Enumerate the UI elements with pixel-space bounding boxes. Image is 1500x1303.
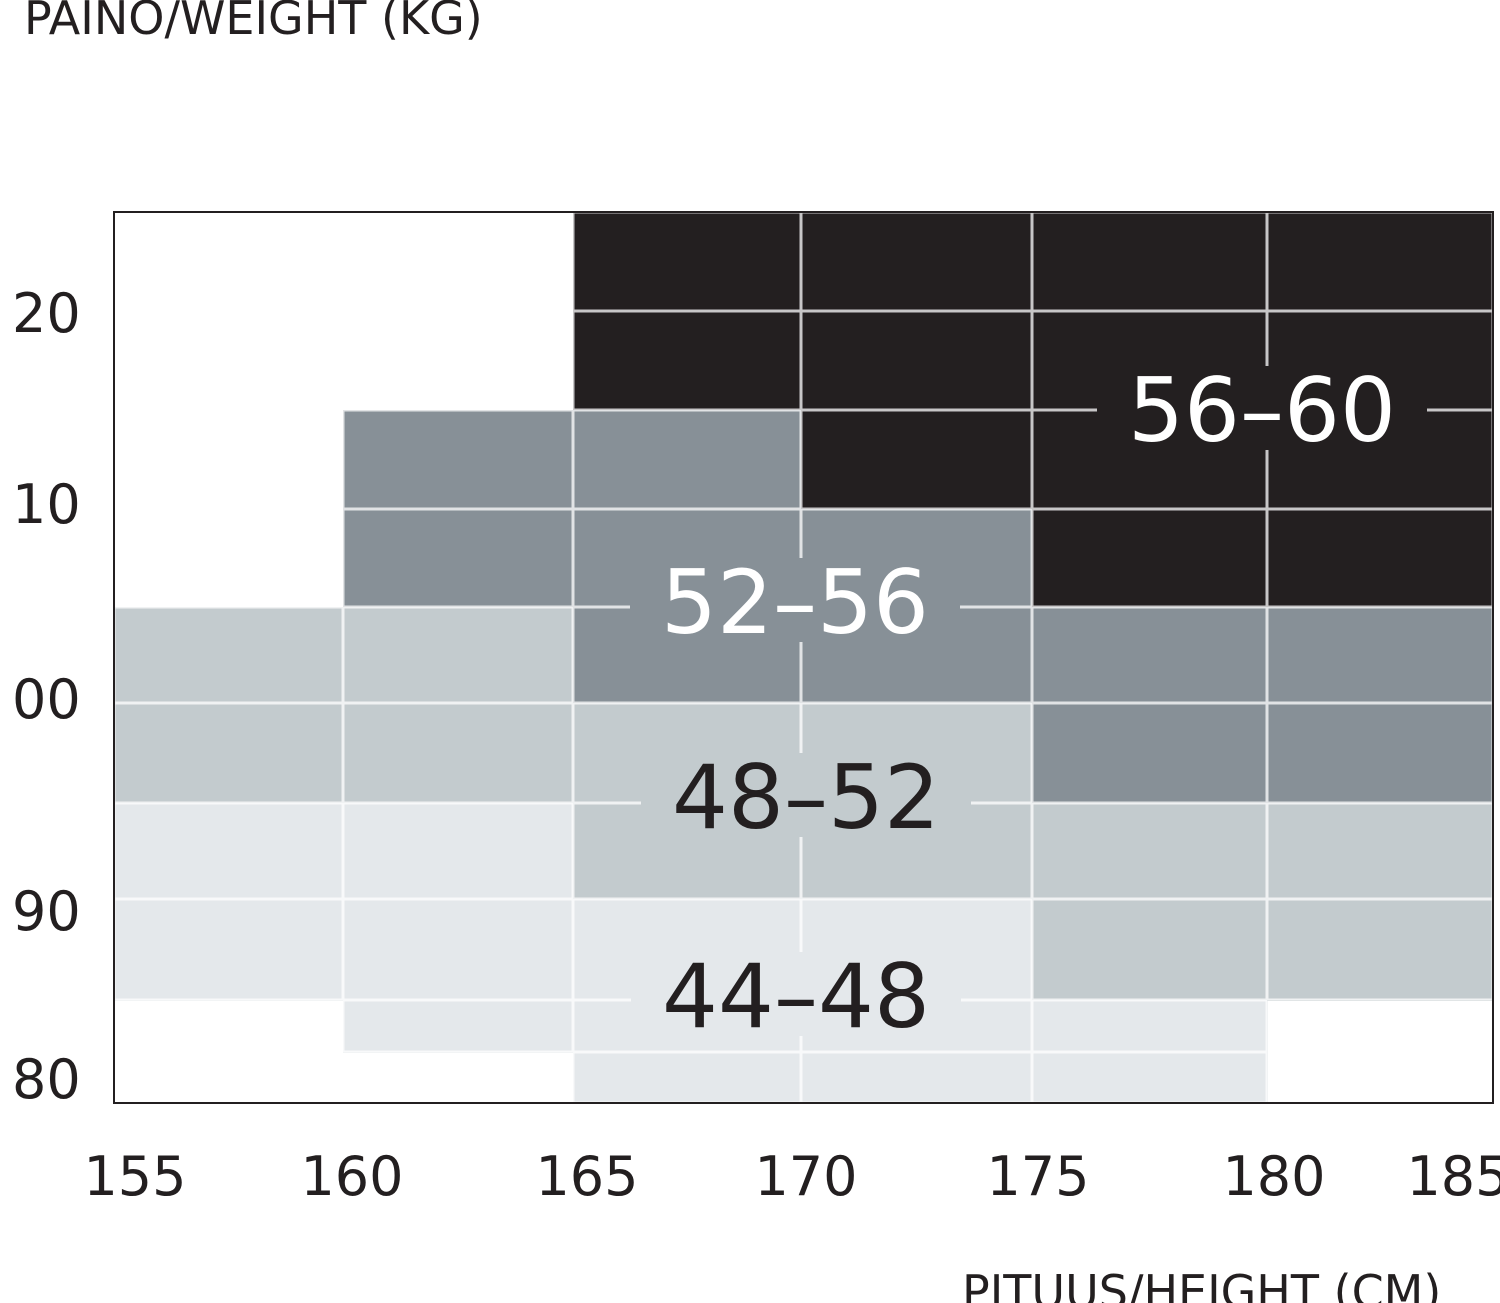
label-backdrop (1097, 366, 1427, 450)
cell-border (343, 703, 573, 803)
cell-border (1032, 607, 1267, 703)
cell (114, 703, 344, 804)
x-tick-label: 165 (535, 1145, 638, 1208)
y-tick-label: 20 (12, 282, 81, 345)
cell (1267, 212, 1494, 312)
cell-border (1032, 1000, 1267, 1052)
x-tick-label: 175 (986, 1145, 1089, 1208)
label-backdrop (630, 558, 960, 642)
cell-border (573, 311, 801, 410)
cell (343, 410, 574, 510)
cell (801, 410, 1033, 510)
cell-border (343, 607, 573, 703)
cell (1032, 803, 1268, 900)
cell-border (343, 509, 573, 607)
size-label: 52–56 (661, 551, 929, 654)
cell (1032, 509, 1268, 608)
y-axis-title: PAINO/WEIGHT (KG) (24, 0, 483, 45)
x-axis-title: PITUUS/HEIGHT (CM) (962, 1265, 1441, 1303)
size-labels: 56–60 52–56 48–52 44–48 (630, 359, 1427, 1048)
cell (343, 899, 574, 1001)
label-backdrop (641, 753, 971, 837)
cell-border (1032, 703, 1267, 803)
cell (573, 1052, 802, 1104)
cell (1267, 803, 1494, 900)
cell-border (1032, 899, 1267, 1000)
y-tick-label: 90 (12, 880, 81, 943)
cell (1032, 899, 1268, 1001)
cell (801, 212, 1033, 312)
cell-border (343, 803, 573, 899)
cell (1267, 899, 1494, 1001)
cell-border (343, 410, 573, 509)
x-tick-label: 155 (83, 1145, 186, 1208)
cell (343, 703, 574, 804)
cell-border (801, 311, 1032, 410)
cell (114, 607, 344, 704)
x-tick-label: 160 (300, 1145, 403, 1208)
cell (343, 509, 574, 608)
cell-border (343, 899, 573, 1000)
cell-border (573, 410, 801, 509)
cell (801, 1052, 1033, 1104)
size-label: 48–52 (672, 746, 940, 849)
label-backdrop (631, 952, 961, 1036)
cell (343, 803, 574, 900)
cell-border (343, 1000, 573, 1052)
cell (343, 1000, 574, 1053)
cell (1032, 607, 1268, 704)
x-tick-label: 170 (754, 1145, 857, 1208)
x-tick-label: 180 (1222, 1145, 1325, 1208)
cell (1032, 212, 1268, 312)
cell (573, 410, 802, 510)
cell (1032, 703, 1268, 804)
cell (1267, 703, 1494, 804)
y-tick-label: 80 (12, 1048, 81, 1111)
cell (114, 899, 344, 1001)
x-tick-labels: 155 160 165 170 175 180 185 (83, 1145, 1500, 1208)
cell-border (801, 410, 1032, 509)
cell (1032, 1052, 1268, 1104)
cell (114, 803, 344, 900)
x-tick-label: 185 (1406, 1145, 1500, 1208)
cell-border (1032, 509, 1267, 607)
y-tick-label: 10 (12, 473, 81, 536)
plot-frame (113, 211, 1494, 1104)
cell (1267, 607, 1494, 704)
y-tick-labels: 20 10 00 90 80 (12, 282, 81, 1111)
cell-border (1032, 803, 1267, 899)
cell (573, 212, 802, 312)
cell (573, 311, 802, 411)
cell (801, 311, 1033, 411)
y-tick-label: 00 (12, 668, 81, 731)
cell (1032, 1000, 1268, 1053)
size-label: 56–60 (1128, 359, 1396, 462)
size-label: 44–48 (662, 945, 930, 1048)
cell (1267, 509, 1494, 608)
cell (343, 607, 574, 704)
